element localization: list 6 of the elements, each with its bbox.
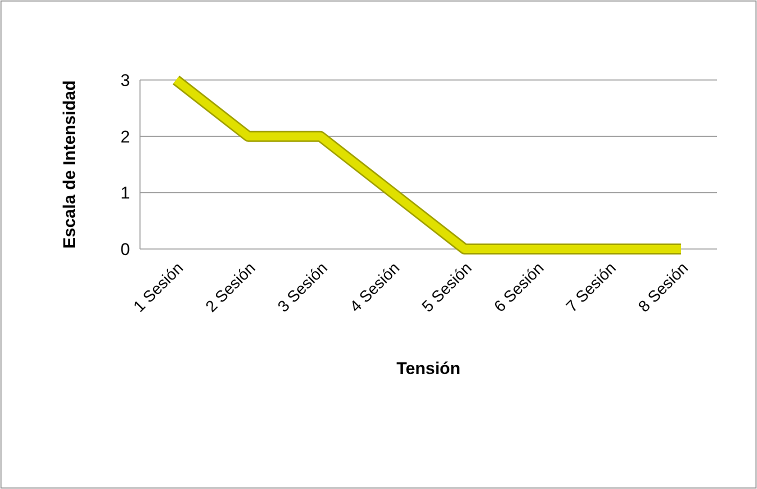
y-tick-label: 3 bbox=[120, 70, 130, 90]
y-tick-label: 1 bbox=[120, 184, 130, 203]
y-tick-label: 2 bbox=[120, 127, 130, 146]
x-axis-title: Tensión bbox=[396, 359, 460, 378]
y-axis-title: Escala de Intensidad bbox=[60, 80, 79, 249]
y-tick-label: 0 bbox=[120, 240, 130, 259]
